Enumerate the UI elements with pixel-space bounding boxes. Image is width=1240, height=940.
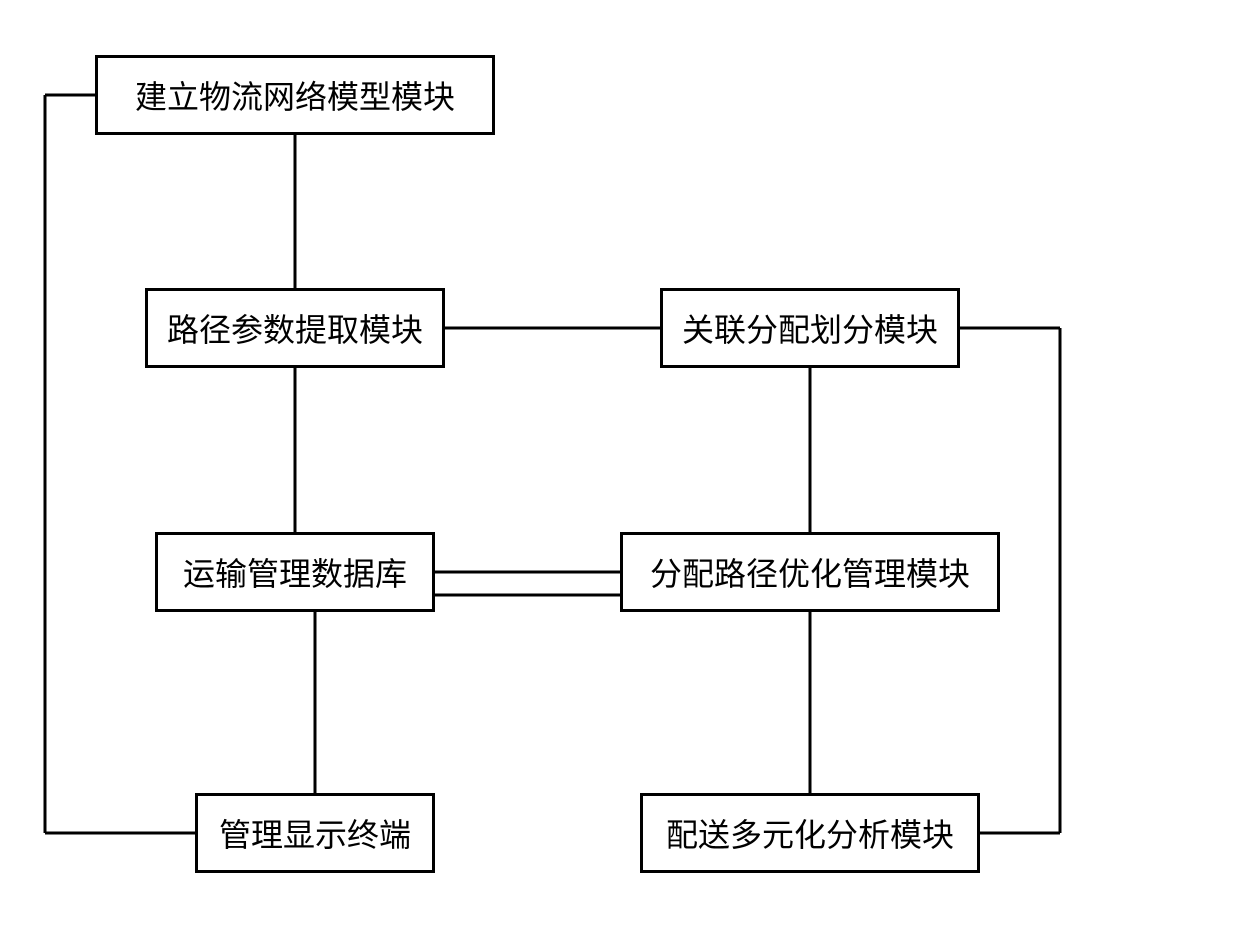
node-n6: 管理显示终端 [195,793,435,873]
node-label: 关联分配划分模块 [682,305,938,351]
node-n7: 配送多元化分析模块 [640,793,980,873]
node-label: 分配路径优化管理模块 [650,549,970,595]
node-label: 运输管理数据库 [183,549,407,595]
flowchart-diagram: 建立物流网络模型模块路径参数提取模块 关联分配划分模块运输管理数据库 分配路径优化管… [0,0,1240,940]
edges-layer [0,0,1240,940]
node-n2: 路径参数提取模块 [145,288,445,368]
node-n1: 建立物流网络模型模块 [95,55,495,135]
node-n3: 关联分配划分模块 [660,288,960,368]
node-label: 管理显示终端 [219,810,411,856]
node-label: 建立物流网络模型模块 [135,72,455,118]
node-n5: 分配路径优化管理模块 [620,532,1000,612]
node-label: 路径参数提取模块 [167,305,423,351]
node-label: 配送多元化分析模块 [666,810,954,856]
node-n4: 运输管理数据库 [155,532,435,612]
